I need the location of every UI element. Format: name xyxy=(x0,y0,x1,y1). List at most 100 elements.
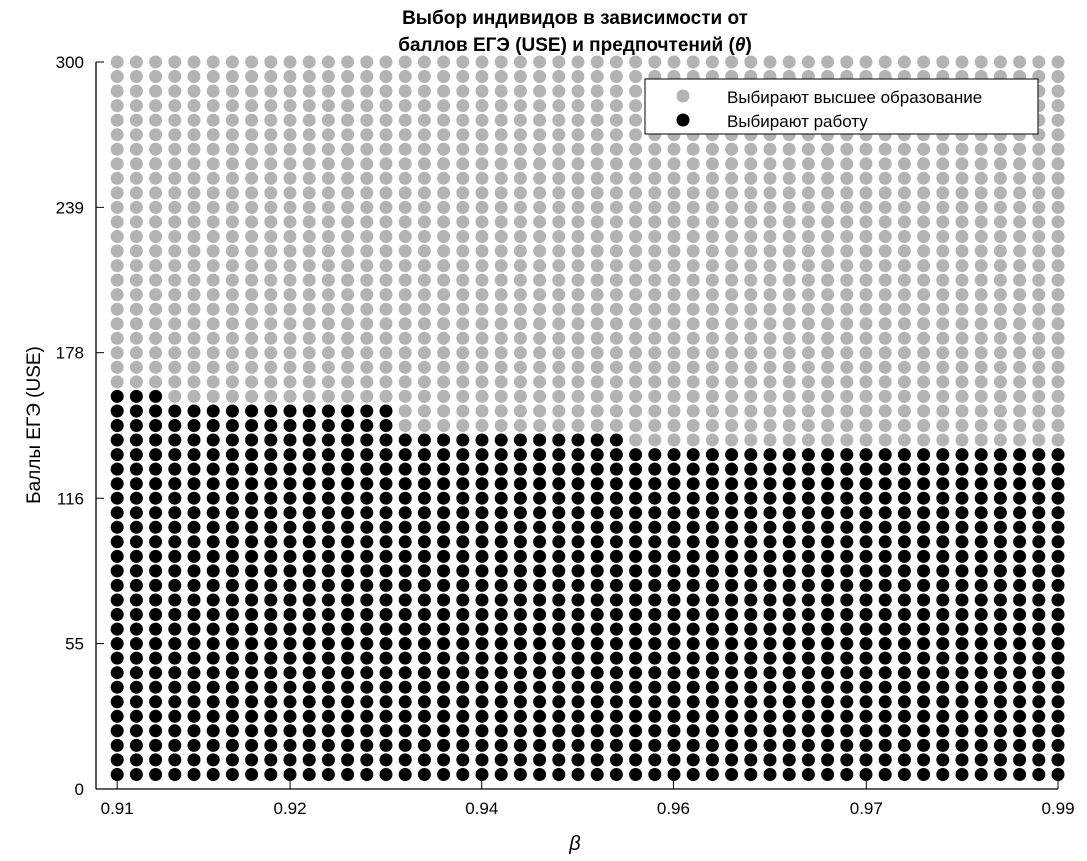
point-work xyxy=(129,709,143,723)
point-work xyxy=(571,433,585,447)
point-work xyxy=(897,666,911,680)
point-higher-education xyxy=(974,215,988,229)
point-higher-education xyxy=(149,317,163,331)
point-work xyxy=(206,419,220,432)
point-higher-education xyxy=(1051,317,1065,331)
point-higher-education xyxy=(283,288,297,302)
point-work xyxy=(302,768,316,781)
point-higher-education xyxy=(187,389,201,403)
point-work xyxy=(744,578,758,592)
x-axis-label: β xyxy=(568,833,580,855)
point-higher-education xyxy=(705,215,719,229)
point-work xyxy=(168,738,182,752)
point-higher-education xyxy=(398,200,412,214)
point-work xyxy=(648,768,662,781)
point-higher-education xyxy=(341,99,355,113)
point-work xyxy=(475,433,489,447)
point-work xyxy=(821,462,835,476)
point-work xyxy=(840,695,854,709)
point-higher-education xyxy=(245,259,259,273)
point-higher-education xyxy=(398,142,412,156)
point-higher-education xyxy=(955,389,969,403)
point-work xyxy=(437,709,451,723)
point-work xyxy=(456,768,470,781)
point-work xyxy=(1013,680,1027,694)
point-work xyxy=(321,433,335,447)
point-work xyxy=(417,433,431,447)
point-work xyxy=(859,666,873,680)
point-work xyxy=(494,666,508,680)
point-work xyxy=(206,768,220,781)
point-higher-education xyxy=(110,186,124,200)
point-higher-education xyxy=(782,317,796,331)
point-work xyxy=(283,578,297,592)
point-work xyxy=(360,724,374,738)
point-higher-education xyxy=(955,302,969,316)
point-higher-education xyxy=(763,55,777,69)
point-work xyxy=(110,564,124,578)
point-higher-education xyxy=(1051,375,1065,389)
chart-title-close: ) xyxy=(745,35,751,56)
point-higher-education xyxy=(417,375,431,389)
point-work xyxy=(744,549,758,563)
point-work xyxy=(590,695,604,709)
point-higher-education xyxy=(955,244,969,258)
point-work xyxy=(341,404,355,418)
point-work xyxy=(264,666,278,680)
point-work xyxy=(552,753,566,767)
point-work xyxy=(571,724,585,738)
point-work xyxy=(917,608,931,621)
point-work xyxy=(206,506,220,520)
point-higher-education xyxy=(936,259,950,273)
point-higher-education xyxy=(494,331,508,345)
point-work xyxy=(283,433,297,447)
point-work xyxy=(878,520,892,534)
point-higher-education xyxy=(974,200,988,214)
point-higher-education xyxy=(379,360,393,374)
point-higher-education xyxy=(897,142,911,156)
point-work xyxy=(609,724,623,738)
point-work xyxy=(917,768,931,781)
point-higher-education xyxy=(744,230,758,243)
point-higher-education xyxy=(629,317,643,331)
point-work xyxy=(379,448,393,462)
point-work xyxy=(149,709,163,723)
point-higher-education xyxy=(552,244,566,258)
point-work xyxy=(571,578,585,592)
point-work xyxy=(129,666,143,680)
point-higher-education xyxy=(1051,215,1065,229)
point-work xyxy=(763,564,777,578)
point-higher-education xyxy=(552,171,566,185)
point-higher-education xyxy=(878,259,892,273)
point-work xyxy=(494,462,508,476)
point-higher-education xyxy=(629,346,643,360)
point-higher-education xyxy=(1051,113,1065,127)
point-higher-education xyxy=(533,186,547,200)
point-higher-education xyxy=(475,331,489,345)
point-higher-education xyxy=(225,215,239,229)
point-work xyxy=(360,491,374,505)
point-work xyxy=(360,549,374,563)
point-work xyxy=(110,695,124,709)
point-work xyxy=(321,768,335,781)
point-work xyxy=(475,448,489,462)
point-higher-education xyxy=(705,244,719,258)
point-work xyxy=(360,637,374,651)
point-work xyxy=(897,724,911,738)
point-work xyxy=(763,709,777,723)
point-higher-education xyxy=(686,346,700,360)
point-higher-education xyxy=(225,346,239,360)
point-higher-education xyxy=(629,128,643,142)
point-higher-education xyxy=(590,346,604,360)
point-higher-education xyxy=(513,419,527,432)
point-higher-education xyxy=(456,128,470,142)
point-work xyxy=(801,477,815,491)
point-work xyxy=(705,477,719,491)
point-higher-education xyxy=(494,55,508,69)
point-work xyxy=(475,520,489,534)
point-work xyxy=(744,608,758,621)
point-work xyxy=(974,535,988,549)
point-higher-education xyxy=(955,317,969,331)
point-higher-education xyxy=(264,215,278,229)
point-higher-education xyxy=(782,273,796,287)
